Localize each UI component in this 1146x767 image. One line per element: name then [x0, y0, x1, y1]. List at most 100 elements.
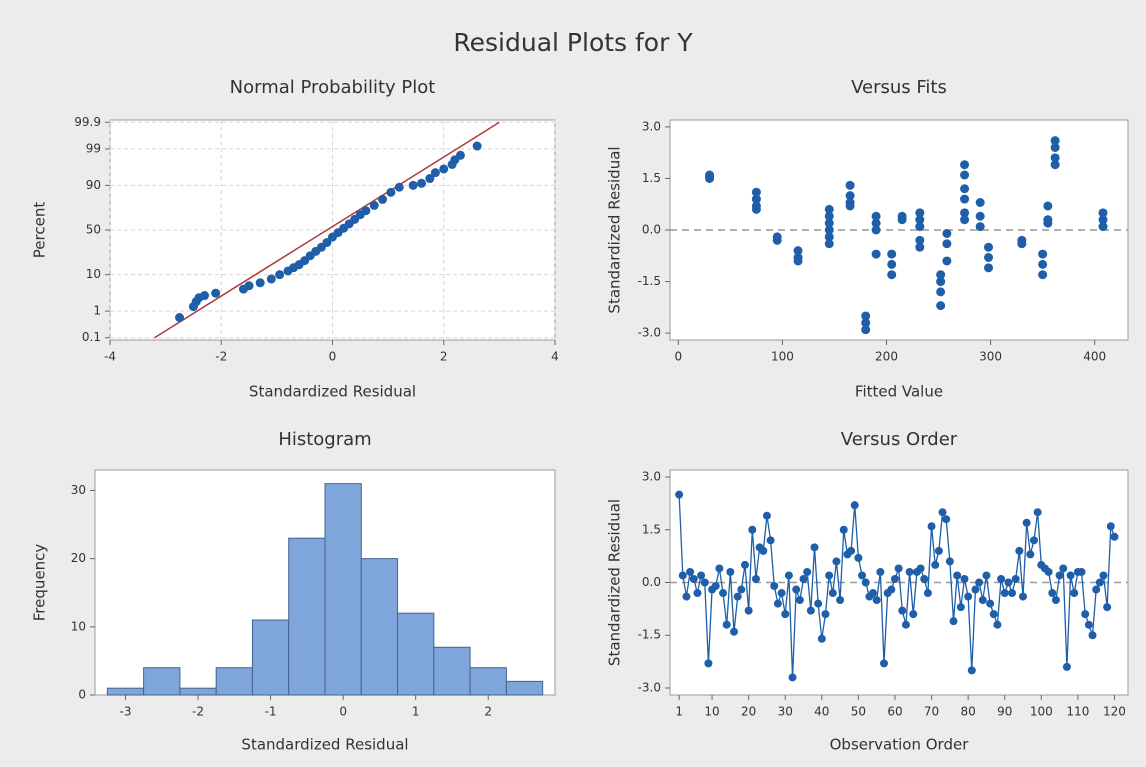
- point: [861, 311, 871, 321]
- y-axis-label: Percent: [31, 202, 49, 259]
- x-tick-label: 300: [979, 350, 1002, 364]
- x-tick-label: 50: [851, 705, 866, 719]
- point: [799, 574, 808, 583]
- point: [890, 574, 899, 583]
- y-tick-label: 0.1: [82, 330, 101, 344]
- point: [1015, 546, 1024, 555]
- point: [936, 277, 946, 287]
- point: [960, 194, 970, 204]
- point: [806, 606, 815, 615]
- point: [255, 278, 265, 288]
- y-tick-label: 3.0: [642, 119, 661, 133]
- x-tick-label: 4: [551, 350, 559, 364]
- point: [936, 270, 946, 280]
- point: [1092, 585, 1101, 594]
- point: [984, 242, 994, 252]
- point: [960, 184, 970, 194]
- point: [960, 208, 970, 218]
- y-tick-label: -1.5: [638, 274, 661, 288]
- x-tick-label: 120: [1103, 705, 1126, 719]
- point: [737, 585, 746, 594]
- point: [455, 150, 465, 160]
- x-tick-label: 100: [771, 350, 794, 364]
- panel-title: Versus Order: [841, 429, 958, 450]
- point: [793, 256, 803, 266]
- point: [1059, 564, 1068, 573]
- point: [772, 235, 782, 245]
- point: [751, 194, 761, 204]
- x-axis-label: Standardized Residual: [249, 383, 416, 401]
- point: [915, 242, 925, 252]
- main-title: Residual Plots for Y: [453, 28, 693, 57]
- point: [845, 201, 855, 211]
- point: [871, 218, 881, 228]
- y-tick-label: 3.0: [642, 470, 661, 484]
- point: [697, 571, 706, 580]
- point: [869, 589, 878, 598]
- point: [751, 204, 761, 214]
- histogram-bar: [360, 558, 399, 696]
- point: [1043, 218, 1053, 228]
- point: [956, 603, 965, 612]
- point: [744, 606, 753, 615]
- point: [997, 574, 1006, 583]
- point: [1106, 522, 1115, 531]
- point: [1050, 143, 1060, 152]
- y-tick-label: 0.0: [642, 575, 661, 589]
- x-tick-label: 1: [412, 705, 420, 719]
- point: [821, 610, 830, 619]
- y-axis-label: Frequency: [31, 544, 49, 622]
- point: [1098, 208, 1108, 218]
- point: [915, 235, 925, 245]
- point: [960, 160, 970, 170]
- x-tick-label: 80: [960, 705, 975, 719]
- point: [1044, 567, 1053, 576]
- point: [244, 281, 254, 291]
- point: [915, 208, 925, 218]
- y-tick-label: 10: [86, 267, 101, 281]
- point: [751, 574, 760, 583]
- point: [824, 225, 834, 235]
- point: [814, 599, 823, 608]
- y-tick-label: 0.0: [642, 223, 661, 237]
- point: [1038, 270, 1048, 280]
- x-tick-label: 20: [741, 705, 756, 719]
- point: [923, 589, 932, 598]
- point: [984, 253, 994, 262]
- point: [887, 259, 897, 269]
- point: [773, 599, 782, 608]
- x-tick-label: 70: [924, 705, 939, 719]
- point: [762, 511, 771, 520]
- histogram-bar: [324, 483, 362, 696]
- point: [871, 225, 881, 235]
- point: [942, 239, 952, 249]
- histogram-bar: [143, 667, 181, 696]
- y-axis-label: Standardized Residual: [606, 146, 624, 313]
- point: [960, 170, 970, 180]
- point: [982, 571, 991, 580]
- point: [901, 620, 910, 629]
- point: [936, 301, 946, 311]
- point: [1066, 571, 1075, 580]
- point: [1077, 567, 1086, 576]
- histogram-bar: [179, 687, 217, 696]
- point: [682, 592, 691, 601]
- point: [1048, 589, 1057, 598]
- x-tick-label: 100: [1030, 705, 1053, 719]
- point: [784, 571, 793, 580]
- x-tick-label: -1: [265, 705, 277, 719]
- point: [938, 508, 947, 517]
- point: [1088, 631, 1097, 640]
- point: [722, 620, 731, 629]
- point: [175, 313, 185, 323]
- point: [777, 589, 786, 598]
- point: [905, 567, 914, 576]
- point: [934, 546, 943, 555]
- point: [1026, 550, 1035, 559]
- point: [1038, 259, 1048, 269]
- point: [792, 585, 801, 594]
- point: [693, 589, 702, 598]
- point: [1004, 578, 1013, 587]
- point: [1110, 532, 1119, 541]
- point: [266, 274, 276, 284]
